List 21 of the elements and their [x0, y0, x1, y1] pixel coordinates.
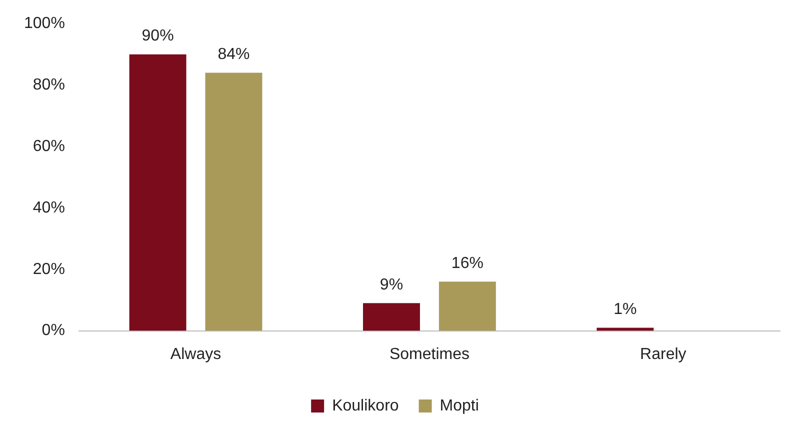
- bar: [438, 282, 496, 331]
- y-tick-label: 80%: [32, 76, 65, 94]
- y-tick-label: 60%: [32, 138, 65, 155]
- data-label: 84%: [218, 46, 250, 64]
- bar: [596, 328, 654, 331]
- bar: [129, 54, 186, 331]
- data-label: 9%: [380, 276, 404, 294]
- y-tick-label: 100%: [24, 15, 65, 32]
- bar: [363, 303, 420, 331]
- y-tick-label: 0%: [42, 322, 65, 340]
- data-label: 1%: [614, 301, 637, 318]
- x-tick-label: Sometimes: [389, 346, 470, 363]
- y-tick-label: 40%: [32, 199, 65, 216]
- data-label: 16%: [451, 255, 484, 272]
- bar: [205, 72, 262, 331]
- y-tick-label: 20%: [32, 260, 65, 278]
- x-tick-label: Rarely: [640, 346, 686, 363]
- legend-label: Mopti: [440, 397, 479, 414]
- x-tick-label: Always: [170, 346, 222, 363]
- legend-label: Koulikoro: [332, 397, 399, 414]
- data-label: 90%: [142, 28, 174, 45]
